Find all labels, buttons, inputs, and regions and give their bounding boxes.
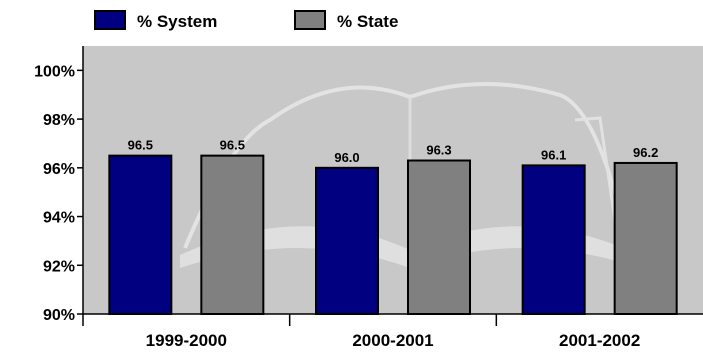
bar-value-label: 96.3 [426,143,451,158]
legend-swatch-state [294,10,326,30]
legend-item-state: % State [294,10,398,31]
y-tick-label: 100% [34,63,75,80]
bar-value-label: 96.5 [128,138,153,153]
y-tick-label: 98% [43,112,75,129]
y-axis: 90% 92% 94% 96% 98% 100% [34,46,84,324]
bar-state [407,159,471,315]
y-tick-label: 90% [43,307,75,324]
x-category-label: 1999-2000 [146,331,227,350]
bar-state [200,154,265,315]
bar-value-label: 96.2 [633,145,658,160]
bar-state [613,161,678,315]
legend-item-system: % System [94,10,217,31]
bar-value-label: 96.1 [541,147,566,162]
bars: 96.5 96.5 96.0 96.3 96.1 96.2 [108,138,678,315]
x-category-label: 2000-2001 [352,331,433,350]
x-axis: 1999-2000 2000-2001 2001-2002 [82,313,703,350]
legend-label-state: % State [337,12,398,31]
bar-value-label: 96.5 [220,138,245,153]
y-tick-label: 96% [43,161,75,178]
legend-label-system: % System [137,12,217,31]
bar-system [315,166,379,315]
bar-system [108,154,173,315]
y-tick-label: 92% [43,258,75,275]
legend: % System % State [94,10,398,31]
legend-swatch-system [94,10,126,30]
y-tick-label: 94% [43,210,75,227]
x-category-label: 2001-2002 [559,331,640,350]
bar-value-label: 96.0 [334,150,359,165]
bar-system [521,164,586,315]
